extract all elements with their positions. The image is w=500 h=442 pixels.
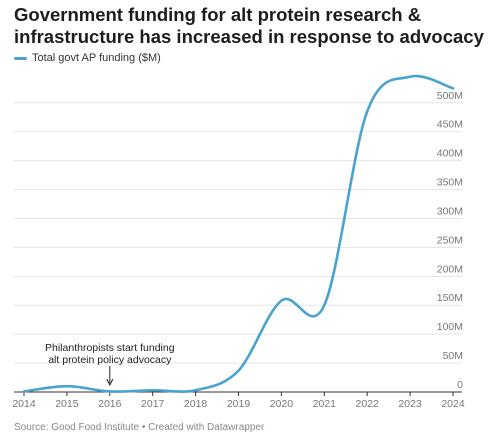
x-tick-label: 2016 — [98, 398, 122, 410]
y-tick-label: 200M — [437, 263, 463, 275]
y-tick-label: 250M — [437, 234, 463, 246]
series-line — [22, 74, 455, 393]
y-tick-label: 450M — [437, 119, 463, 131]
source-note: Source: Good Food Institute • Created wi… — [14, 422, 265, 433]
x-tick-label: 2021 — [313, 398, 337, 410]
y-tick-label: 400M — [437, 148, 463, 160]
y-tick-label: 50M — [443, 350, 463, 362]
annotation-text: Philanthropists start funding — [45, 342, 175, 354]
x-tick-label: 2023 — [398, 398, 422, 410]
y-tick-label: 350M — [437, 177, 463, 189]
legend: Total govt AP funding ($M) — [14, 52, 161, 64]
y-tick-label: 500M — [437, 90, 463, 102]
x-tick-label: 2017 — [141, 398, 165, 410]
annotation-arrowhead — [106, 378, 114, 387]
y-axis-ticks: 0 50M 100M 150M 200M 250M 300M 350M 400M 450M 500M — [437, 90, 463, 391]
x-tick-label: 2015 — [55, 398, 79, 410]
x-axis-ticks: 2014 2015 2016 2017 2018 2019 2020 2021 2022 2023… — [12, 392, 465, 410]
x-tick-label: 2022 — [356, 398, 380, 410]
chart-title: Government funding for alt protein resea… — [14, 4, 484, 47]
x-tick-label: 2018 — [184, 398, 208, 410]
x-tick-label: 2014 — [12, 398, 36, 410]
y-tick-label: 100M — [437, 321, 463, 333]
legend-swatch — [14, 56, 27, 60]
y-tick-label: 300M — [437, 205, 463, 217]
y-tick-label: 150M — [437, 292, 463, 304]
legend-label: Total govt AP funding ($M) — [32, 52, 161, 64]
y-tick-label: 0 — [457, 379, 463, 391]
x-tick-label: 2019 — [227, 398, 251, 410]
annotation-text: alt protein policy advocacy — [48, 354, 172, 366]
x-tick-label: 2020 — [270, 398, 294, 410]
x-tick-label: 2024 — [441, 398, 465, 410]
gridlines — [14, 102, 462, 393]
